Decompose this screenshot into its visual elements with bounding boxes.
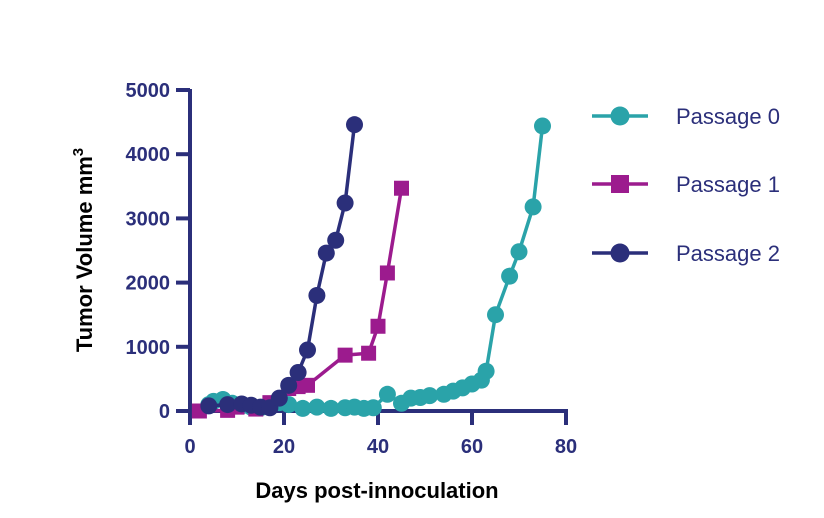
y-axis-title-superscript: 3: [70, 148, 87, 156]
data-point: [336, 194, 354, 212]
data-point: [308, 286, 326, 304]
x-tick-label: 40: [367, 436, 389, 458]
data-point: [289, 363, 307, 381]
y-tick-label: 3000: [126, 208, 171, 230]
data-point: [501, 267, 519, 285]
x-tick-label: 60: [461, 436, 483, 458]
legend: Passage 0 Passage 1 Passage 2: [592, 104, 780, 266]
legend-marker: [610, 106, 630, 126]
legend-label: Passage 1: [676, 172, 780, 197]
legend-label: Passage 0: [676, 104, 780, 129]
y-tick-label: 1000: [126, 337, 171, 359]
data-point: [346, 116, 363, 134]
data-point: [317, 244, 335, 262]
data-point: [364, 399, 382, 417]
data-point: [299, 341, 316, 359]
x-tick-label: 80: [555, 436, 577, 458]
data-point: [280, 376, 298, 394]
data-point: [487, 306, 504, 324]
data-point: [308, 398, 326, 416]
legend-marker: [611, 175, 629, 193]
data-point: [421, 387, 439, 405]
series-layer: [191, 116, 551, 419]
data-point: [379, 265, 395, 281]
data-point: [361, 345, 377, 361]
data-point: [219, 396, 237, 414]
data-point: [394, 180, 409, 196]
legend-entry: Passage 2: [592, 241, 780, 266]
data-point: [337, 347, 353, 363]
x-axis-title: Days post-innoculation: [255, 478, 498, 503]
y-tick-label: 4000: [126, 144, 171, 166]
legend-entry: Passage 0: [592, 104, 780, 129]
data-point: [534, 117, 551, 135]
data-point: [524, 198, 542, 216]
y-axis-title-text: Tumor Volume mm: [72, 156, 97, 352]
y-tick-label: 2000: [126, 273, 171, 295]
data-point: [300, 377, 315, 393]
axes: 0 1000 2000 3000 4000 5000 0 20 40 60 80: [126, 80, 578, 458]
data-point: [378, 385, 396, 403]
x-tick-label: 20: [273, 436, 295, 458]
series-passage-0: [200, 117, 551, 417]
y-tick-label: 5000: [126, 80, 171, 102]
legend-marker: [610, 243, 630, 263]
series-passage-2: [200, 116, 363, 417]
x-tick-label: 0: [184, 436, 195, 458]
data-point: [294, 399, 312, 417]
data-point: [477, 362, 495, 380]
y-axis-title: Tumor Volume mm3: [70, 148, 97, 352]
legend-entry: Passage 1: [592, 172, 780, 197]
data-point: [370, 318, 386, 334]
data-point: [270, 389, 288, 407]
series-passage-1: [191, 180, 409, 419]
data-point: [510, 243, 528, 261]
data-point: [322, 399, 340, 417]
data-point: [200, 397, 218, 415]
data-point: [327, 231, 345, 249]
y-tick-label: 0: [159, 401, 170, 423]
legend-label: Passage 2: [676, 241, 780, 266]
